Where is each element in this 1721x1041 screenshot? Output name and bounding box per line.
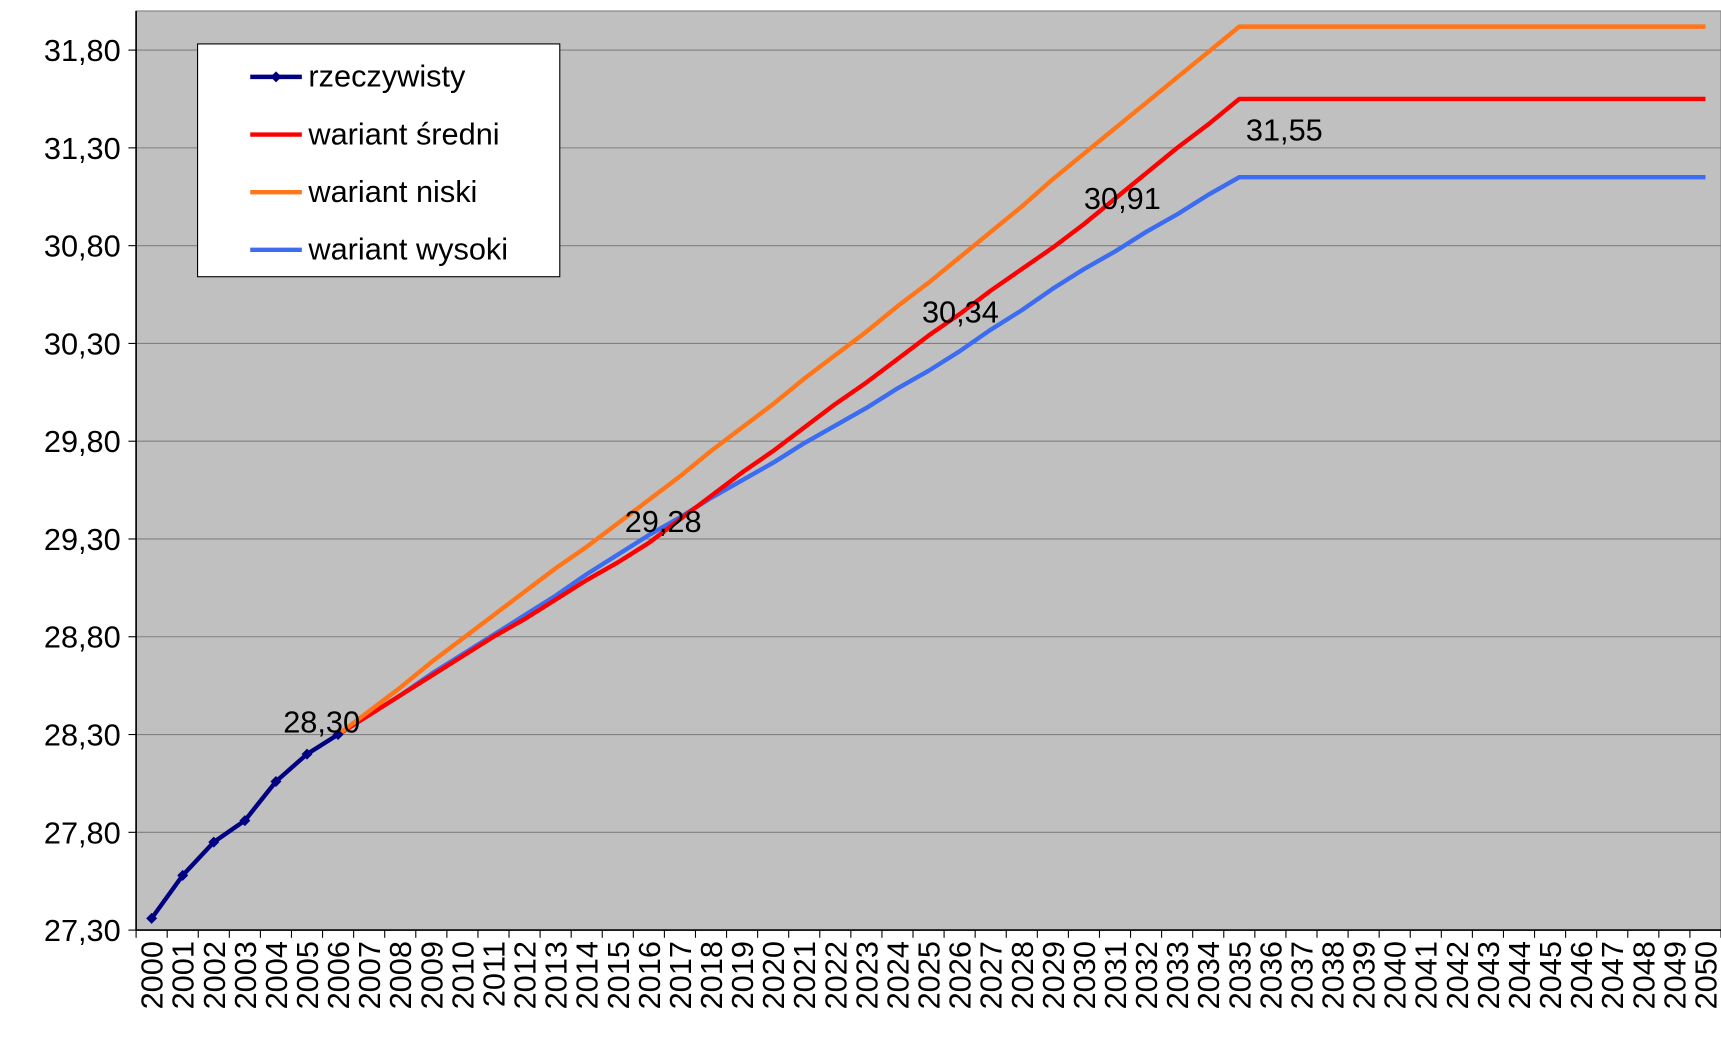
x-tick-label: 2024 <box>880 941 915 1009</box>
y-tick-label: 27,80 <box>44 815 121 850</box>
x-tick-label: 2041 <box>1409 941 1444 1009</box>
x-tick-label: 2040 <box>1378 941 1413 1009</box>
y-tick-label: 28,80 <box>44 620 121 655</box>
data-label: 31,55 <box>1246 113 1323 148</box>
y-tick-label: 28,30 <box>44 718 121 753</box>
x-tick-label: 2050 <box>1688 941 1721 1009</box>
x-tick-label: 2038 <box>1316 941 1351 1009</box>
x-tick-label: 2026 <box>943 941 978 1009</box>
x-tick-label: 2006 <box>321 941 356 1009</box>
legend-label: wariant wysoki <box>307 232 508 267</box>
x-tick-label: 2035 <box>1222 941 1257 1009</box>
legend-label: rzeczywisty <box>308 59 466 94</box>
legend-label: wariant niski <box>307 174 477 209</box>
y-tick-label: 30,30 <box>44 326 121 361</box>
x-tick-label: 2013 <box>539 941 574 1009</box>
x-tick-label: 2027 <box>974 941 1009 1009</box>
x-tick-label: 2044 <box>1502 941 1537 1009</box>
data-label: 30,34 <box>922 294 999 329</box>
x-tick-label: 2039 <box>1347 941 1382 1009</box>
x-tick-label: 2033 <box>1160 941 1195 1009</box>
x-tick-label: 2007 <box>352 941 387 1009</box>
x-tick-label: 2009 <box>414 941 449 1009</box>
x-tick-label: 2046 <box>1564 941 1599 1009</box>
x-tick-label: 2023 <box>849 941 884 1009</box>
x-tick-label: 2015 <box>601 941 636 1009</box>
x-tick-label: 2030 <box>1067 941 1102 1009</box>
x-tick-label: 2010 <box>445 941 480 1009</box>
x-tick-label: 2032 <box>1129 941 1164 1009</box>
legend-label: wariant średni <box>307 116 499 151</box>
x-tick-label: 2016 <box>632 941 667 1009</box>
data-label: 29,28 <box>625 504 702 539</box>
series-line <box>336 96 1706 737</box>
point-marker <box>208 836 220 848</box>
x-tick-label: 2017 <box>663 941 698 1009</box>
data-label: 28,30 <box>283 704 360 739</box>
x-tick-label: 2004 <box>259 941 294 1009</box>
data-label: 30,91 <box>1084 181 1161 216</box>
x-tick-label: 2045 <box>1533 941 1568 1009</box>
x-tick-label: 2036 <box>1253 941 1288 1009</box>
point-marker <box>270 775 282 787</box>
x-tick-label: 2014 <box>570 941 605 1009</box>
y-tick-label: 30,80 <box>44 229 121 264</box>
x-tick-label: 2037 <box>1284 941 1319 1009</box>
x-tick-label: 2025 <box>912 941 947 1009</box>
x-tick-label: 2003 <box>228 941 263 1009</box>
x-tick-label: 2011 <box>476 941 511 1007</box>
x-tick-label: 2048 <box>1626 941 1661 1009</box>
y-tick-label: 31,30 <box>44 131 121 166</box>
x-tick-label: 2031 <box>1098 941 1133 1009</box>
x-tick-label: 2028 <box>1005 941 1040 1009</box>
legend-marker <box>270 71 282 83</box>
x-tick-label: 2008 <box>383 941 418 1009</box>
x-tick-label: 2020 <box>756 941 791 1009</box>
series-line <box>336 24 1706 737</box>
x-tick-label: 2034 <box>1191 941 1226 1009</box>
x-tick-label: 2047 <box>1595 941 1630 1009</box>
y-tick-label: 29,80 <box>44 424 121 459</box>
y-tick-label: 29,30 <box>44 522 121 557</box>
legend-box <box>197 43 561 278</box>
y-tick-label: 27,30 <box>44 913 121 948</box>
x-tick-label: 2042 <box>1440 941 1475 1009</box>
x-tick-label: 2043 <box>1471 941 1506 1009</box>
x-tick-label: 2049 <box>1657 941 1692 1009</box>
x-tick-label: 2002 <box>197 941 232 1009</box>
series-line <box>336 175 1706 737</box>
x-tick-label: 2018 <box>694 941 729 1009</box>
x-tick-label: 2000 <box>135 941 170 1009</box>
x-tick-label: 2001 <box>166 941 201 1009</box>
point-marker <box>146 912 158 924</box>
x-tick-label: 2021 <box>787 941 822 1009</box>
x-tick-label: 2005 <box>290 941 325 1009</box>
x-tick-label: 2019 <box>725 941 760 1009</box>
x-tick-label: 2029 <box>1036 941 1071 1009</box>
y-tick-label: 31,80 <box>44 33 121 68</box>
x-tick-label: 2012 <box>508 941 543 1009</box>
x-tick-label: 2022 <box>818 941 853 1009</box>
legend: rzeczywisty wariant średni wariant niski wa… <box>197 43 561 278</box>
